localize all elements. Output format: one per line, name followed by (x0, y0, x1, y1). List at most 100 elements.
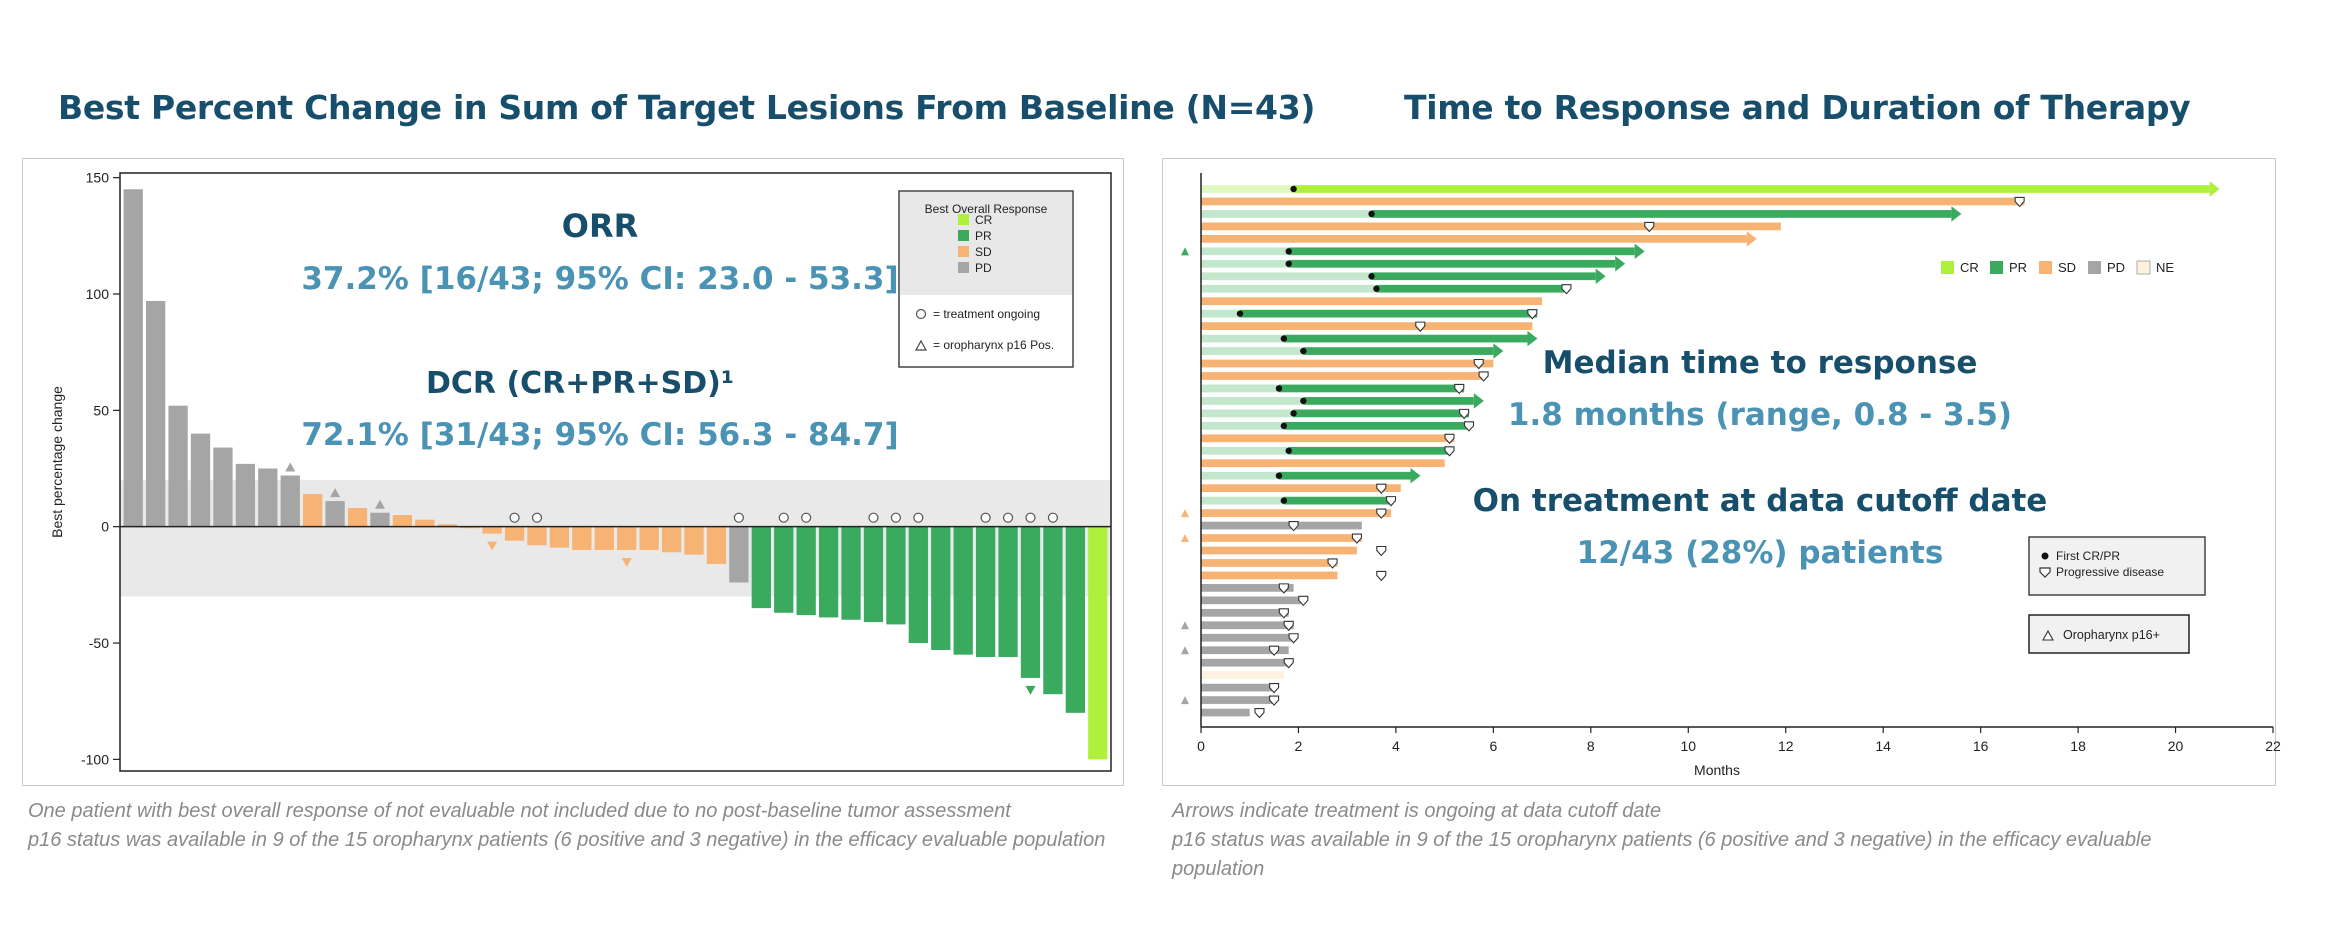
swimmer-bar (1371, 272, 1596, 281)
waterfall-bar (549, 526, 570, 548)
swimmer-bar (1201, 234, 1747, 243)
swimmer-bar (1201, 596, 1304, 605)
waterfall-bar (1020, 526, 1041, 678)
waterfall-bar (863, 526, 884, 623)
legend-label: CR (1960, 260, 1979, 275)
progression-marker (1454, 383, 1465, 395)
waterfall-bar (841, 526, 861, 620)
progression-marker (1288, 521, 1299, 532)
waterfall-bar (123, 189, 143, 527)
first-response-marker (1275, 472, 1283, 479)
x-tick-label: 4 (1392, 738, 1400, 754)
waterfall-chart-frame: 150 100 50 0 -50 -100 Best percentage change O… (22, 158, 1124, 786)
progression-marker (1327, 558, 1338, 569)
swimmer-bar (1201, 534, 1362, 542)
waterfall-bar (975, 526, 996, 657)
waterfall-bar (235, 463, 256, 527)
progression-marker (1278, 608, 1289, 619)
waterfall-legend: Best Overall Response CR PR SD PD = treatme… (898, 190, 1074, 368)
ongoing-marker (913, 512, 924, 523)
swimmer-bar (1201, 197, 2025, 206)
progression-marker (1278, 583, 1289, 594)
y-tick-label: -50 (89, 635, 109, 651)
ongoing-marker (531, 512, 543, 523)
legend-label: NE (2156, 260, 2174, 275)
waterfall-bar (527, 526, 547, 546)
progression-marker (1283, 658, 1294, 669)
waterfall-bar (818, 526, 839, 618)
ongoing-marker (801, 512, 812, 523)
p16-legend-box: Oropharynx p16+ (2028, 614, 2190, 654)
swimmer-bar (1201, 708, 1250, 717)
legend-swatch (958, 230, 969, 241)
legend-swatch (958, 262, 969, 273)
first-response-marker (1290, 185, 1297, 193)
p16-marker (487, 541, 498, 551)
median-label: Median time to response (1543, 345, 1978, 381)
ongoing-arrow (1634, 243, 1645, 260)
ongoing-arrow (1493, 343, 1504, 359)
progression-marker (1561, 284, 1572, 295)
footnote-line: p16 status was available in 9 of the 15 … (1172, 829, 2152, 880)
swimmer-bar-pre-response (1201, 446, 1289, 455)
swimmer-bar (1201, 571, 1338, 580)
swimmer-bar (1201, 509, 1392, 517)
ongoing-marker (1025, 512, 1036, 523)
progression-marker (1254, 707, 1265, 719)
progression-marker (1376, 545, 1387, 557)
waterfall-bar (931, 526, 951, 651)
swimmer-bar (1201, 459, 1445, 468)
waterfall-bar (190, 433, 211, 527)
waterfall-bar (706, 526, 727, 564)
p16-marker (1181, 247, 1189, 256)
legend-swatch (958, 246, 969, 257)
waterfall-bar (325, 501, 345, 527)
ongoing-arrow (1595, 268, 1606, 284)
swimmer-bar (1201, 633, 1294, 642)
p16-marker (1181, 696, 1189, 705)
waterfall-bar (213, 447, 233, 527)
waterfall-bar (953, 526, 973, 655)
waterfall-bar (886, 526, 906, 625)
swimmer-bar (1283, 421, 1469, 430)
waterfall-bar (415, 519, 435, 527)
progression-marker (1473, 358, 1484, 370)
waterfall-bar (998, 526, 1018, 657)
swimmer-bar (1201, 372, 1484, 380)
ontreat-value: 12/43 (28%) patients (1577, 535, 1944, 571)
first-response-marker (1373, 285, 1380, 292)
footnote-line: One patient with best overall response o… (28, 800, 1011, 822)
swimmer-bar (1288, 259, 1616, 268)
swimmer-bar (1201, 359, 1494, 368)
orr-label: ORR (562, 207, 638, 245)
swimmer-bar (1278, 384, 1465, 393)
swimmer-footnotes: Arrows indicate treatment is ongoing at … (1172, 797, 2172, 884)
swimmer-bar (1201, 484, 1401, 493)
swimmer-bar-pre-response (1201, 384, 1279, 393)
swimmer-bar (1283, 496, 1392, 505)
ongoing-marker (778, 512, 789, 523)
waterfall-bar (751, 526, 771, 609)
first-response-marker (1236, 310, 1244, 317)
dcr-value: 72.1% [31/43; 95% CI: 56.3 - 84.7] (301, 417, 898, 453)
first-response-marker (1285, 447, 1292, 454)
p16-marker (1181, 534, 1189, 543)
swimmer-bar (1201, 621, 1294, 630)
ongoing-arrow (1527, 330, 1538, 347)
legend-swatch (958, 214, 969, 225)
swimmer-bar (1201, 222, 1781, 231)
progression-marker (1415, 321, 1426, 332)
swimmer-bar (1201, 322, 1533, 330)
p16-marker (1025, 685, 1036, 695)
legend-swatch (2136, 260, 2151, 275)
ontreat-label: On treatment at data cutoff date (1473, 483, 2048, 519)
ongoing-marker (1002, 512, 1014, 523)
first-response-marker (1280, 497, 1288, 504)
p16-marker (1181, 621, 1189, 630)
swimmer-bar-pre-response (1201, 247, 1289, 256)
waterfall-bar (258, 468, 278, 527)
orr-value: 37.2% [16/43; 95% CI: 23.0 - 53.3] (301, 261, 898, 297)
progression-marker (1376, 570, 1387, 582)
progression-marker (1385, 496, 1397, 507)
ongoing-arrow (1615, 256, 1626, 272)
